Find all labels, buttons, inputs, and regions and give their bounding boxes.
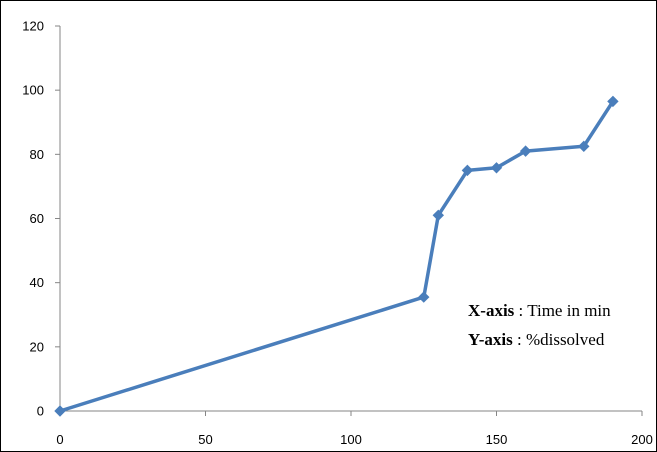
data-point-marker	[578, 140, 590, 153]
y-tick-label: 40	[30, 275, 44, 290]
x-tick-label: 150	[486, 432, 508, 447]
data-point-marker	[490, 162, 503, 174]
data-point-marker	[461, 164, 474, 177]
x-tick-label: 200	[631, 432, 653, 447]
data-point-marker	[607, 95, 619, 108]
y-tick-label: 120	[22, 19, 44, 34]
axes	[59, 26, 642, 412]
y-axis-ticks: 0 20 40 60 80 100 120	[22, 19, 60, 419]
data-point-marker	[519, 145, 532, 157]
x-axis-annotation-text: : Time in min	[514, 301, 611, 320]
x-axis-annotation: X-axis : Time in min	[468, 301, 611, 320]
x-tick-label: 100	[340, 432, 362, 447]
y-tick-label: 60	[30, 211, 44, 226]
x-tick-label: 50	[198, 432, 212, 447]
series-layer	[54, 95, 619, 417]
y-axis-annotation-key: Y-axis	[468, 330, 513, 349]
x-axis-ticks: 0 50 100 150 200	[56, 411, 653, 447]
y-tick-label: 100	[22, 83, 44, 98]
y-axis-annotation-text: : %dissolved	[513, 330, 605, 349]
axis-annotation: X-axis : Time in min Y-axis : %dissolved	[468, 301, 611, 349]
y-tick-label: 80	[30, 147, 44, 162]
y-axis-annotation: Y-axis : %dissolved	[468, 330, 605, 349]
data-point-marker	[432, 209, 445, 221]
x-axis-annotation-key: X-axis	[468, 301, 515, 320]
y-tick-label: 20	[30, 339, 44, 354]
y-tick-label: 0	[37, 404, 44, 419]
series-line	[59, 100, 615, 413]
data-point-marker	[418, 291, 430, 303]
data-point-marker	[54, 405, 66, 417]
x-tick-label: 0	[56, 432, 63, 447]
